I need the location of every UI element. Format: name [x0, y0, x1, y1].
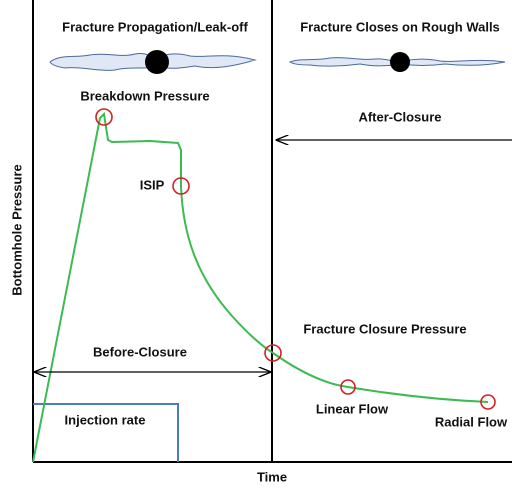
radial-flow-label: Radial Flow	[435, 414, 508, 429]
breakdown-marker	[95, 108, 113, 126]
after-closure-label: After-Closure	[358, 109, 441, 124]
before-closure-label: Before-Closure	[93, 344, 187, 359]
injection-rate-line	[33, 403, 179, 462]
breakdown-label: Breakdown Pressure	[80, 88, 209, 103]
left-title: Fracture Propagation/Leak-off	[62, 19, 248, 34]
isip-marker	[172, 177, 190, 195]
right-title: Fracture Closes on Rough Walls	[300, 19, 500, 34]
radial-flow-marker	[480, 394, 496, 410]
injection-label: Injection rate	[65, 412, 146, 427]
isip-label: ISIP	[140, 177, 165, 192]
linear-flow-label: Linear Flow	[316, 401, 389, 416]
x-axis-label: Time	[257, 469, 287, 484]
linear-flow-marker	[340, 379, 356, 395]
closure-marker	[264, 344, 282, 362]
pressure-curve	[32, 111, 489, 463]
closure-label: Fracture Closure Pressure	[303, 321, 466, 336]
y-axis-label: Bottomhole Pressure	[9, 164, 24, 295]
closed-fracture-icon	[288, 52, 506, 72]
open-fracture-icon	[49, 50, 257, 74]
